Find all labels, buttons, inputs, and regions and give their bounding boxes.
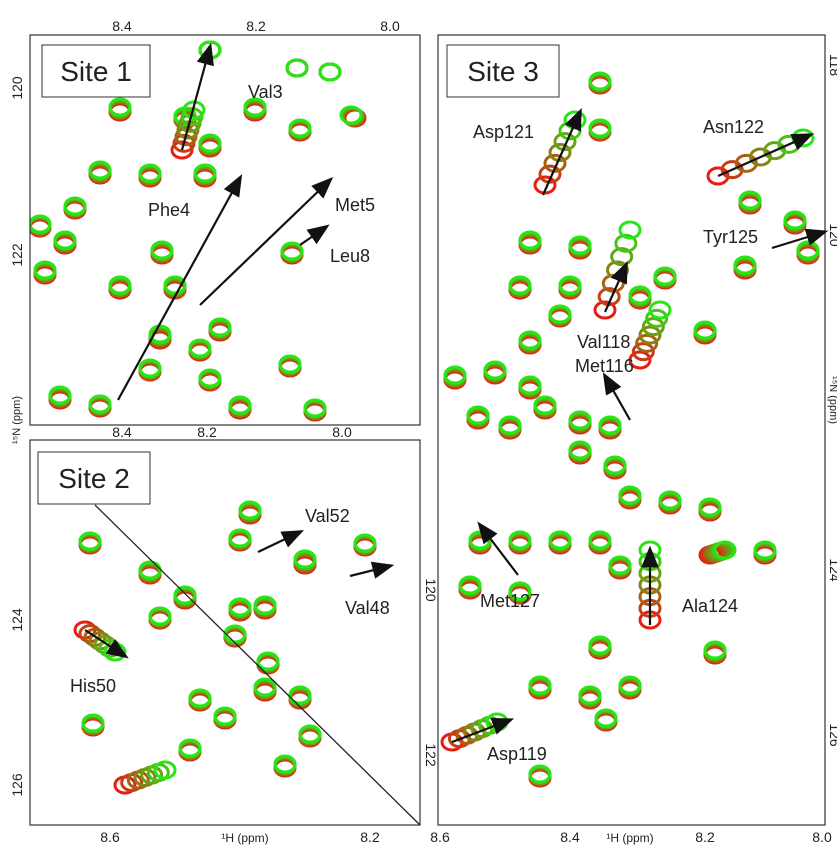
tick-label: 8.4 [560,829,580,845]
residue-label: Val52 [305,506,350,526]
tick-label: 120 [827,223,837,247]
axis-label: ¹⁵N (ppm) [11,396,23,444]
tick-label: 122 [423,743,439,767]
residue-label: Met5 [335,195,375,215]
figure: Site 1 Site 2 Site 3 8.4 8.2 8.0 120 122… [0,0,837,848]
tick-label: 126 [827,723,837,747]
residue-label: Val3 [248,82,283,102]
tick-label: 120 [9,76,25,100]
residue-label: Met127 [480,591,540,611]
site-label: Site 2 [58,463,130,494]
axis-label: ¹H (ppm) [606,831,653,845]
tick-label: 8.0 [812,829,832,845]
tick-label: 8.4 [112,424,132,440]
tick-label: 8.6 [100,829,120,845]
tick-label: 8.6 [430,829,450,845]
tick-label: 8.0 [380,18,400,34]
tick-label: 8.2 [360,829,380,845]
tick-label: 8.0 [332,424,352,440]
axis-label: ¹H (ppm) [221,831,268,845]
tick-label: 120 [423,578,439,602]
residue-label: Phe4 [148,200,190,220]
residue-label: Val118 [577,332,630,352]
site-label: Site 3 [467,56,539,87]
tick-label: 124 [9,608,25,632]
tick-label: 8.2 [246,18,266,34]
tick-label: 118 [827,54,837,77]
residue-label: Asp119 [487,744,547,764]
tick-label: 8.2 [695,829,715,845]
residue-label: Met116 [575,356,634,376]
residue-label: Asp121 [473,122,534,142]
tick-label: 122 [9,243,25,267]
tick-label: 8.2 [197,424,217,440]
site-label: Site 1 [60,56,132,87]
residue-label: Ala124 [682,596,738,616]
axis-label: ¹⁵N (ppm) [827,376,837,424]
residue-label: His50 [70,676,116,696]
residue-label: Tyr125 [703,227,758,247]
tick-label: 126 [9,773,25,797]
tick-label: 8.4 [112,18,132,34]
residue-label: Val48 [345,598,390,618]
tick-label: 124 [827,558,837,582]
residue-label: Asn122 [703,117,764,137]
residue-label: Leu8 [330,246,370,266]
